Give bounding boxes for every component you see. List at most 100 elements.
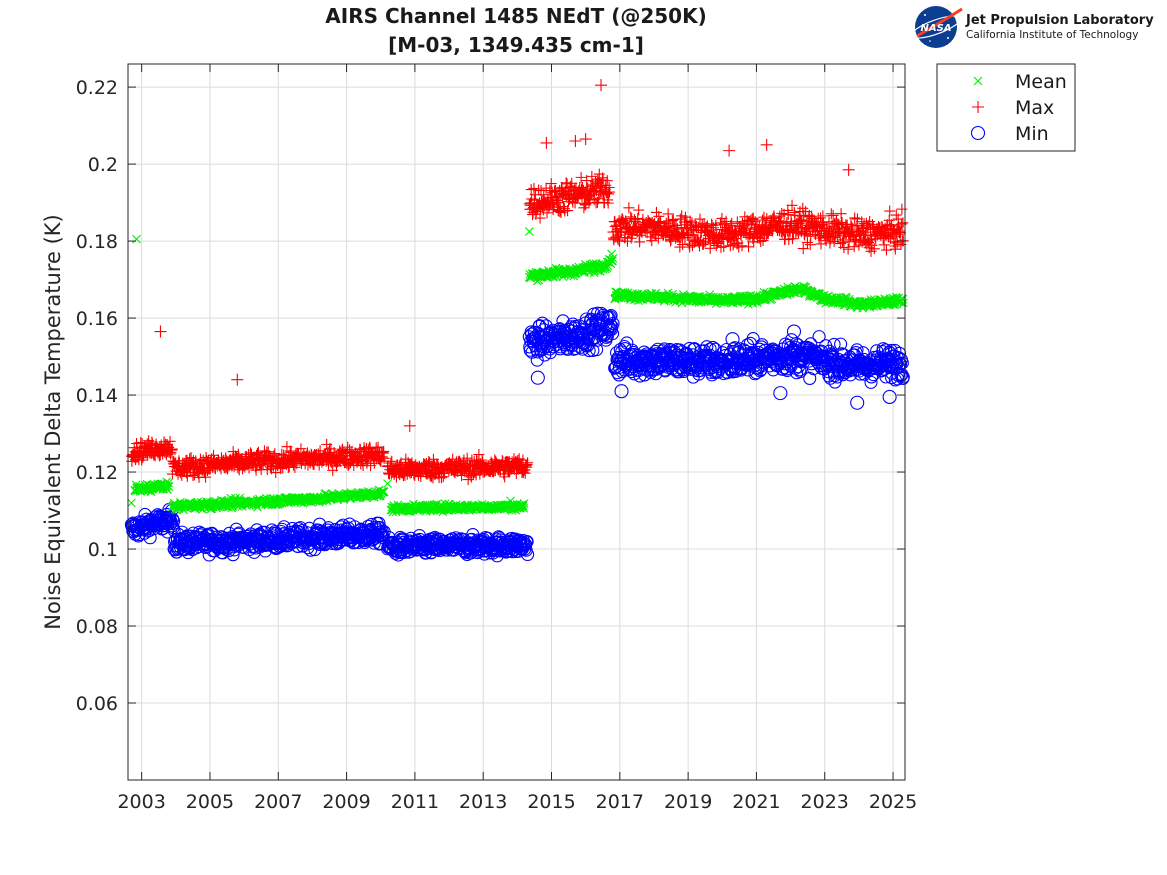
data-point-max <box>684 241 696 253</box>
data-point-min <box>834 337 848 351</box>
data-point-max <box>592 193 604 205</box>
x-tick-label: 2025 <box>869 791 917 813</box>
data-point-max <box>652 218 664 230</box>
x-tick-label: 2023 <box>801 791 849 813</box>
data-point-max <box>166 443 178 455</box>
data-point-min <box>606 316 620 331</box>
x-tick-label: 2003 <box>117 791 165 813</box>
data-point-max <box>623 202 635 214</box>
data-point-min <box>530 353 544 367</box>
x-tick-label: 2011 <box>391 791 439 813</box>
data-point-min <box>167 514 181 528</box>
data-point-max <box>602 197 614 209</box>
outlier-point-min <box>882 389 897 405</box>
data-point-min <box>520 534 534 549</box>
data-point-max <box>534 212 546 224</box>
data-point-max <box>541 207 553 219</box>
data-point-max <box>609 221 621 233</box>
data-point-max <box>601 175 613 187</box>
data-point-min <box>521 547 535 562</box>
x-tick-label: 2015 <box>527 791 575 813</box>
outlier-point-min <box>773 386 788 401</box>
jpl-logo: NASA Jet Propulsion Laboratory Californi… <box>910 6 1154 48</box>
data-point-max <box>533 184 545 196</box>
x-tick-label: 2005 <box>186 791 234 813</box>
data-point-min <box>582 331 596 345</box>
data-point-max <box>200 471 212 483</box>
data-point-max <box>385 457 397 469</box>
data-point-min <box>167 523 181 538</box>
x-tick-label: 2021 <box>732 791 780 813</box>
data-point-min <box>893 346 907 360</box>
institution-name: California Institute of Technology <box>966 29 1138 41</box>
data-point-min <box>605 327 620 341</box>
data-point-max <box>674 241 686 253</box>
chart-title-line-1: AIRS Channel 1485 NEdT (@250K) <box>325 4 706 28</box>
data-point-max <box>633 204 645 216</box>
data-point-min <box>746 332 760 346</box>
series-max <box>125 79 909 486</box>
data-point-min <box>533 319 547 333</box>
lab-name: Jet Propulsion Laboratory <box>965 13 1154 28</box>
data-point-max <box>646 235 658 247</box>
outlier-point-min <box>530 370 545 385</box>
series-min <box>124 306 910 563</box>
x-tick-label: 2019 <box>664 791 712 813</box>
data-point-min <box>827 337 841 351</box>
x-tick-label: 2009 <box>322 791 370 813</box>
data-point-max <box>269 448 281 460</box>
data-point-min <box>226 548 240 562</box>
chart-title-line-2: [M-03, 1349.435 cm-1] <box>388 33 644 57</box>
data-points <box>124 79 910 563</box>
y-tick-label: 0.06 <box>76 693 118 715</box>
data-point-max <box>604 186 616 198</box>
data-point-max <box>562 205 574 217</box>
data-point-max <box>522 457 534 469</box>
data-point-max <box>164 435 176 447</box>
data-point-min <box>856 346 870 360</box>
data-point-min <box>812 330 826 344</box>
data-point-max <box>473 449 485 461</box>
data-point-min <box>603 310 617 324</box>
data-point-min <box>850 343 864 357</box>
data-point-min <box>864 375 878 389</box>
data-point-min <box>894 369 908 383</box>
data-point-min <box>582 344 596 358</box>
data-point-max <box>378 452 390 464</box>
outlier-point-min <box>614 384 629 399</box>
data-point-max <box>136 454 148 466</box>
outlier-point-min <box>786 324 802 339</box>
y-tick-label: 0.1 <box>88 539 118 561</box>
data-point-max <box>634 236 646 248</box>
x-tick-label: 2017 <box>596 791 644 813</box>
nasa-meatball-icon: NASA <box>910 6 963 48</box>
x-tick-label: 2013 <box>459 791 507 813</box>
nasa-logo-text: NASA <box>920 23 951 34</box>
data-point-max <box>435 472 447 484</box>
data-point-max <box>244 447 256 459</box>
data-point-max <box>545 178 557 190</box>
y-tick-label: 0.12 <box>76 462 118 484</box>
data-point-min <box>896 370 910 384</box>
data-point-min <box>604 309 618 323</box>
data-point-max <box>601 187 613 199</box>
grid-lines <box>128 64 905 780</box>
data-point-min <box>535 316 549 330</box>
data-point-min <box>703 342 717 356</box>
y-tick-label: 0.14 <box>76 385 118 407</box>
data-point-min <box>590 343 604 357</box>
data-point-max <box>528 182 540 194</box>
data-point-max <box>653 210 665 222</box>
data-point-min <box>143 531 157 545</box>
y-tick-label: 0.08 <box>76 616 118 638</box>
data-point-max <box>575 171 587 183</box>
data-point-min <box>895 356 909 370</box>
data-point-max <box>677 239 689 251</box>
plot-area <box>128 64 905 780</box>
data-point-min <box>784 333 799 347</box>
data-point-min <box>375 528 389 542</box>
data-point-min <box>803 371 817 385</box>
outlier-point-min <box>850 395 865 410</box>
x-tick-label: 2007 <box>254 791 302 813</box>
